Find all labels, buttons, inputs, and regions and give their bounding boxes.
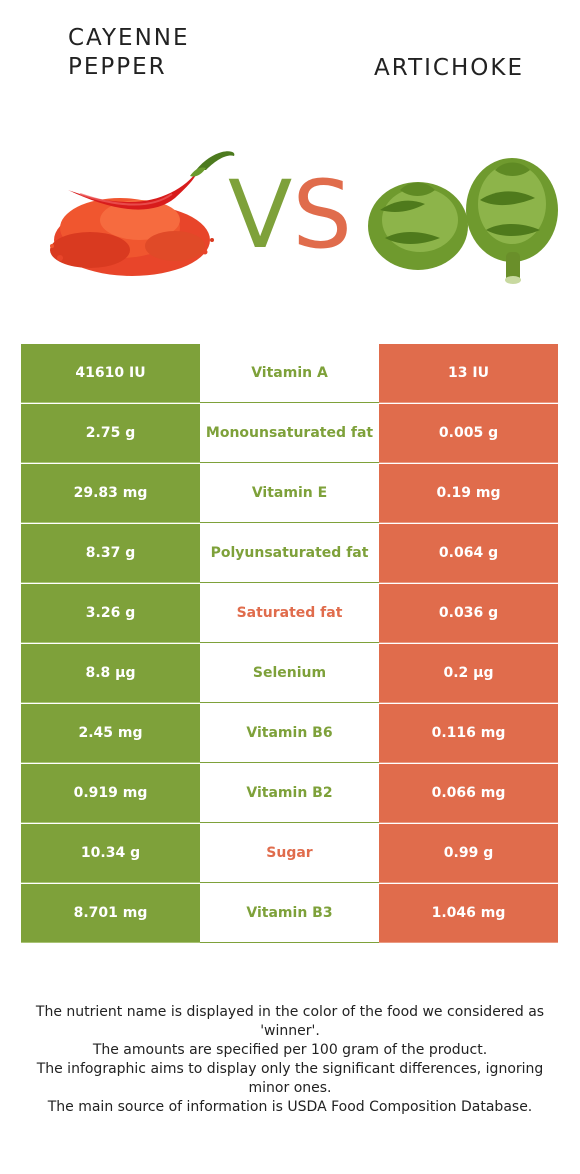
cayenne-value: 3.26 g (21, 584, 200, 643)
artichoke-value: 0.2 µg (379, 644, 558, 703)
table-row: 29.83 mg Vitamin E 0.19 mg (21, 464, 558, 524)
nutrient-name: Vitamin B6 (200, 704, 379, 763)
table-row: 2.75 g Monounsaturated fat 0.005 g (21, 404, 558, 464)
vs-s-letter: S (292, 161, 352, 270)
artichoke-image (368, 158, 558, 284)
footer-line-3: The infographic aims to display only the… (36, 1061, 544, 1096)
artichoke-value: 0.066 mg (379, 764, 558, 823)
artichoke-value: 0.116 mg (379, 704, 558, 763)
table-row: 8.8 µg Selenium 0.2 µg (21, 644, 558, 704)
left-food-title: CAYENNE PEPPER (68, 24, 228, 82)
footer-line-2: The amounts are specified per 100 gram o… (92, 1042, 488, 1058)
table-row: 0.919 mg Vitamin B2 0.066 mg (21, 764, 558, 824)
table-row: 10.34 g Sugar 0.99 g (21, 824, 558, 884)
nutrient-name: Sugar (200, 824, 379, 883)
table-row: 41610 IU Vitamin A 13 IU (21, 344, 558, 404)
table-row: 8.701 mg Vitamin B3 1.046 mg (21, 884, 558, 944)
cayenne-value: 8.37 g (21, 524, 200, 583)
artichoke-value: 13 IU (379, 344, 558, 403)
cayenne-value: 10.34 g (21, 824, 200, 883)
nutrient-name: Polyunsaturated fat (200, 524, 379, 583)
table-row: 8.37 g Polyunsaturated fat 0.064 g (21, 524, 558, 584)
nutrient-name: Monounsaturated fat (200, 404, 379, 463)
artichoke-value: 0.036 g (379, 584, 558, 643)
cayenne-value: 8.701 mg (21, 884, 200, 943)
nutrient-name: Vitamin E (200, 464, 379, 523)
cayenne-value: 2.75 g (21, 404, 200, 463)
table-row: 2.45 mg Vitamin B6 0.116 mg (21, 704, 558, 764)
nutrient-name: Selenium (200, 644, 379, 703)
left-food-title-line2: PEPPER (68, 54, 167, 80)
vs-v-letter: V (228, 161, 293, 270)
artichoke-value: 0.99 g (379, 824, 558, 883)
nutrient-name: Vitamin B2 (200, 764, 379, 823)
artichoke-value: 1.046 mg (379, 884, 558, 943)
footer-notes: The nutrient name is displayed in the co… (20, 1003, 560, 1117)
footer-line-1: The nutrient name is displayed in the co… (35, 1004, 545, 1039)
nutrient-name: Vitamin A (200, 344, 379, 403)
artichoke-value: 0.005 g (379, 404, 558, 463)
cayenne-value: 2.45 mg (21, 704, 200, 763)
cayenne-value: 8.8 µg (21, 644, 200, 703)
footer-line-4: The main source of information is USDA F… (47, 1099, 533, 1115)
vs-label: VS (222, 166, 358, 266)
food-illustrations (50, 151, 558, 284)
artichoke-value: 0.19 mg (379, 464, 558, 523)
cayenne-value: 0.919 mg (21, 764, 200, 823)
right-food-title: ARTICHOKE (374, 55, 524, 81)
artichoke-value: 0.064 g (379, 524, 558, 583)
cayenne-value: 29.83 mg (21, 464, 200, 523)
left-food-title-line1: CAYENNE (68, 25, 190, 51)
nutrient-name: Vitamin B3 (200, 884, 379, 943)
cayenne-value: 41610 IU (21, 344, 200, 403)
table-row: 3.26 g Saturated fat 0.036 g (21, 584, 558, 644)
cayenne-pepper-image (50, 151, 235, 276)
nutrient-name: Saturated fat (200, 584, 379, 643)
comparison-table: 41610 IU Vitamin A 13 IU 2.75 g Monounsatura… (21, 344, 558, 944)
